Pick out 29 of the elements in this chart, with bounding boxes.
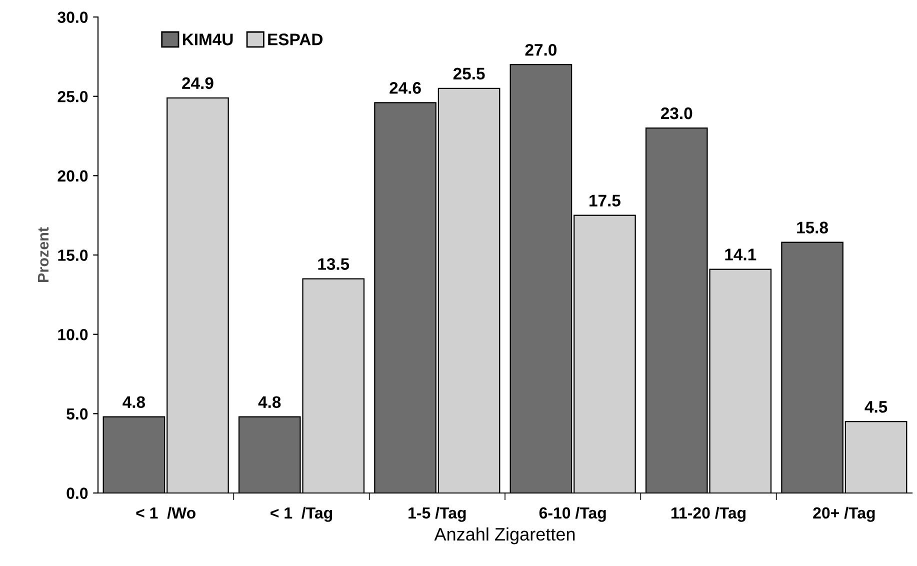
y-tick-label: 10.0 — [58, 328, 88, 340]
data-label: 4.8 — [258, 396, 281, 408]
data-label: 4.5 — [864, 401, 888, 413]
data-label: 15.8 — [797, 222, 828, 234]
data-label: 23.0 — [660, 107, 692, 120]
y-tick-label: 25.0 — [58, 90, 88, 102]
y-tick-label: 0.0 — [66, 488, 88, 499]
x-tick-label: < 1 /Tag — [270, 506, 332, 522]
data-label: 24.9 — [182, 77, 214, 90]
y-tick-label: 20.0 — [58, 170, 88, 182]
data-label: 13.5 — [318, 258, 350, 270]
y-tick-label: 30.0 — [58, 12, 88, 23]
data-label: 17.5 — [590, 194, 620, 206]
data-label: 24.6 — [390, 82, 421, 94]
y-tick-label: 5.0 — [66, 408, 88, 420]
x-tick-label: 11-20 /Tag — [671, 506, 746, 522]
x-tick-label: < 1 /Wo — [136, 506, 196, 519]
x-tick-label: 6-10 /Tag — [539, 506, 606, 522]
y-axis-title: Prozent — [38, 227, 49, 282]
x-axis-title: Anzahl Zigaretten — [434, 527, 575, 544]
legend-label: KIM4U — [182, 34, 233, 46]
x-tick-label: 1-5 /Tag — [408, 506, 466, 522]
data-label: 14.1 — [725, 248, 756, 260]
data-label: 25.5 — [453, 68, 485, 80]
y-tick-label: 15.0 — [58, 250, 88, 261]
x-tick-label: 20+ /Tag — [813, 506, 875, 522]
data-label: 27.0 — [525, 44, 556, 56]
legend-label: ESPAD — [268, 34, 323, 46]
data-label: 4.8 — [122, 396, 146, 408]
